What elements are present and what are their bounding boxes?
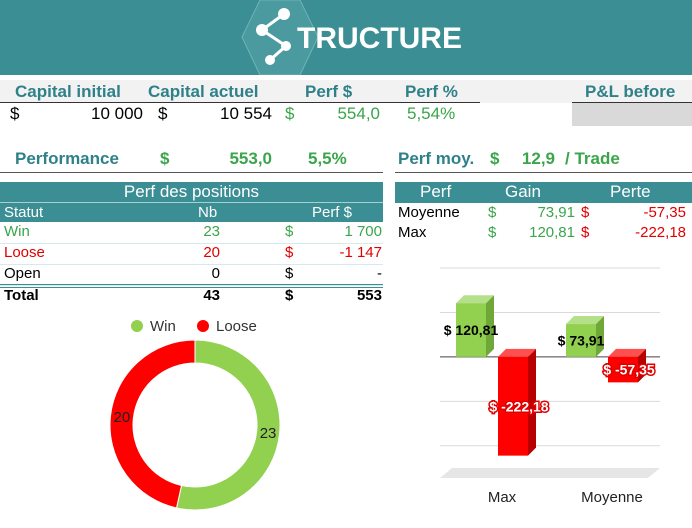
cell: 10 554 [220,104,272,123]
rule [0,172,383,173]
value-label: $ 120,81 [444,322,499,338]
table-head [395,182,692,203]
col-header: Perte [610,182,651,201]
rule [395,172,692,173]
cell: 553,0 [229,149,272,168]
cell: 5,5% [308,149,347,168]
cell: Moyenne [398,204,460,221]
cell: 0 [211,265,220,282]
col-header: Gain [505,182,541,201]
header-row-bg [0,80,692,103]
legend-swatch [197,320,209,332]
cell: Max [398,224,427,241]
row-sep [0,285,383,286]
label: Perf moy. [398,149,475,168]
cell: 23 [203,223,220,240]
col-header: Capital actuel [148,82,259,101]
bar-top [608,348,646,357]
bar-top [498,348,536,357]
header-band [0,0,692,75]
total-cell: Total [4,287,39,304]
cell: $ [285,244,294,261]
cell: $ [285,265,294,282]
col-header: Capital initial [15,82,121,101]
cell: -57,35 [643,204,686,221]
col-header: Perf [420,182,452,201]
cell: 120,81 [529,224,575,241]
bar [498,356,528,456]
cell: -1 147 [339,244,382,261]
donut-slice [109,339,196,509]
cell: $ [160,149,170,168]
col-header: Statut [4,204,44,221]
legend-label: Win [150,318,176,335]
cell: 73,91 [537,204,575,221]
cell: $ [285,223,294,240]
cell: 554,0 [337,104,380,123]
col-header: Nb [198,204,218,221]
x-tick-label: Moyenne [581,489,643,506]
x-tick-label: Max [488,489,517,506]
cell: Win [4,223,30,240]
cell: $ [488,224,497,241]
total-cell: 553 [356,287,382,304]
cell: $ [10,104,20,123]
cell: Open [4,265,41,282]
cell: 1 700 [344,223,382,240]
cell: 20 [203,244,220,261]
col-header: P&L before [585,82,676,101]
cell: 10 000 [91,104,143,123]
slice-label: 23 [260,425,277,442]
bar-side [528,348,536,456]
total-cell: $ [285,287,294,304]
table-title: Perf des positions [123,182,260,201]
cell: - [377,265,382,282]
cell: -222,18 [635,224,686,241]
value-label: $ -222,18 [489,398,548,414]
bar-top [456,295,494,304]
bar-side [596,316,604,357]
col-header: Perf % [405,82,458,101]
legend-label: Loose [216,318,257,335]
value-label: $ -57,35 [603,362,655,378]
cell: $ [488,204,497,221]
col-header: Perf $ [311,204,352,221]
bar [456,303,486,357]
bar-side [638,348,646,383]
empty-cell [572,103,692,126]
cell: $ [158,104,168,123]
bar-side [486,295,494,357]
donut-slice [175,339,281,511]
label: Performance [15,149,119,168]
bar [566,324,596,357]
bar-top [566,316,604,325]
row-sep [0,243,383,244]
cell: 5,54% [407,104,456,123]
rule [0,284,383,288]
total-cell: 43 [203,287,220,304]
row-sep [0,264,383,265]
cell: / Trade [565,149,620,168]
bar [608,356,638,383]
cell: $ [490,149,500,168]
value-label: $ 73,91 [558,332,605,348]
cell: $ [581,224,590,241]
cell: Loose [4,244,45,261]
legend-swatch [131,320,143,332]
floor [440,468,660,478]
slice-label: 20 [114,409,131,426]
logo [241,0,319,75]
rule [572,102,692,103]
title: TRUCTURE [297,22,462,55]
rule [0,202,383,203]
cell: 12,9 [521,149,555,168]
rule [0,102,480,103]
col-header: Perf $ [305,82,353,101]
cell: $ [581,204,590,221]
cell: $ [285,104,295,123]
